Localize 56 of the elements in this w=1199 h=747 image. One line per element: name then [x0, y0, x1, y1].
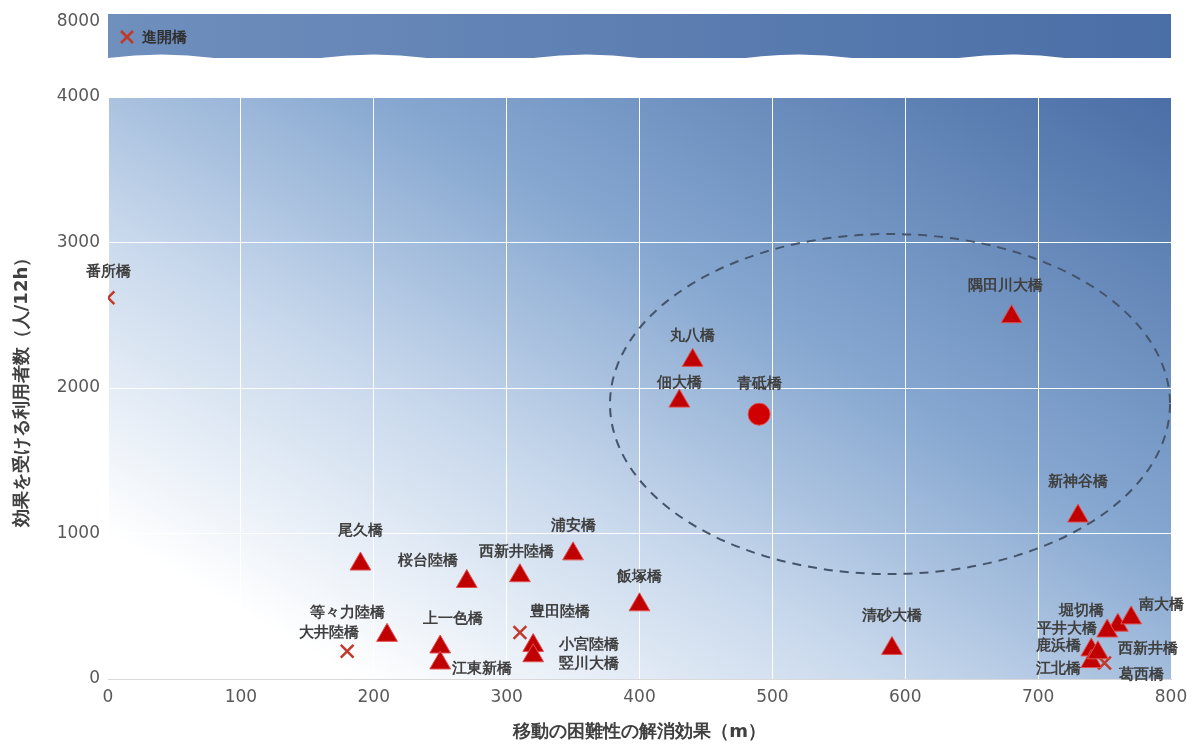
annotation: 小宮陸橋: [558, 635, 621, 654]
x-tick-label: 800: [1154, 685, 1188, 706]
annotation: 葛西橋: [1117, 664, 1165, 683]
annotation: 江東新橋: [451, 658, 514, 677]
x-tick-label: 600: [889, 685, 922, 706]
x-tick-label: 500: [756, 685, 789, 706]
annotation: 尾久橋: [336, 520, 384, 539]
annotation: 江北橋: [1035, 659, 1083, 678]
point: [455, 569, 478, 589]
point: [628, 592, 651, 612]
y-axis-title: 効果を受ける利用者数（人/12h）: [10, 248, 32, 529]
y-tick-label: 2000: [56, 376, 100, 397]
point: [1067, 503, 1089, 523]
text: 8000: [56, 10, 100, 30]
point: [881, 635, 903, 655]
y-tick-label: 0: [89, 667, 100, 688]
annotation: 清砂大橋: [860, 606, 923, 625]
point: [1087, 640, 1109, 660]
x-axis-title: 移動の困難性の解消効果（m）: [512, 719, 766, 741]
annotation: 丸八橋: [669, 326, 717, 345]
x-tick-label: 300: [490, 685, 523, 706]
annotation: 堀切橋: [1057, 601, 1105, 620]
point: [681, 347, 704, 367]
point: [562, 541, 584, 561]
y-tick-label: 3000: [56, 230, 100, 251]
annotation: 佃大橋: [655, 372, 703, 391]
annotation: 等々力陸橋: [308, 603, 386, 622]
annotation: 上一色橋: [422, 608, 485, 627]
x-tick-label: 100: [224, 685, 258, 706]
annotation: 桜台陸橋: [396, 551, 459, 570]
point: [376, 622, 398, 642]
x-tick-label: 0: [102, 685, 114, 706]
annotation: 番所橋: [84, 261, 132, 280]
point: [522, 643, 545, 663]
point: [1096, 618, 1119, 638]
point: [668, 388, 691, 408]
x-tick-label: 700: [1021, 685, 1055, 706]
x-tick-label: 400: [623, 685, 656, 706]
point: [1000, 304, 1023, 324]
annotation: 西新井陸橋: [478, 541, 556, 560]
annotation: 飯塚橋: [616, 566, 663, 585]
annotation: 豊田陸橋: [528, 602, 591, 621]
annotation: 浦安橋: [549, 515, 597, 534]
y-tick-label: 4000: [56, 85, 100, 106]
annotation: 大井陸橋: [299, 623, 361, 642]
annotation: 新神谷橋: [1046, 471, 1109, 490]
x-tick-label: 200: [357, 685, 390, 706]
point: [509, 563, 531, 583]
text: 進開橋: [142, 28, 187, 46]
annotation: 平井大橋: [1036, 618, 1099, 637]
point: [429, 650, 452, 670]
point: [349, 551, 372, 571]
point: [429, 634, 452, 654]
annotation: 鹿浜橋: [1035, 635, 1083, 654]
annotation: 竪川大橋: [559, 653, 621, 672]
y-tick-label: 1000: [56, 521, 100, 542]
